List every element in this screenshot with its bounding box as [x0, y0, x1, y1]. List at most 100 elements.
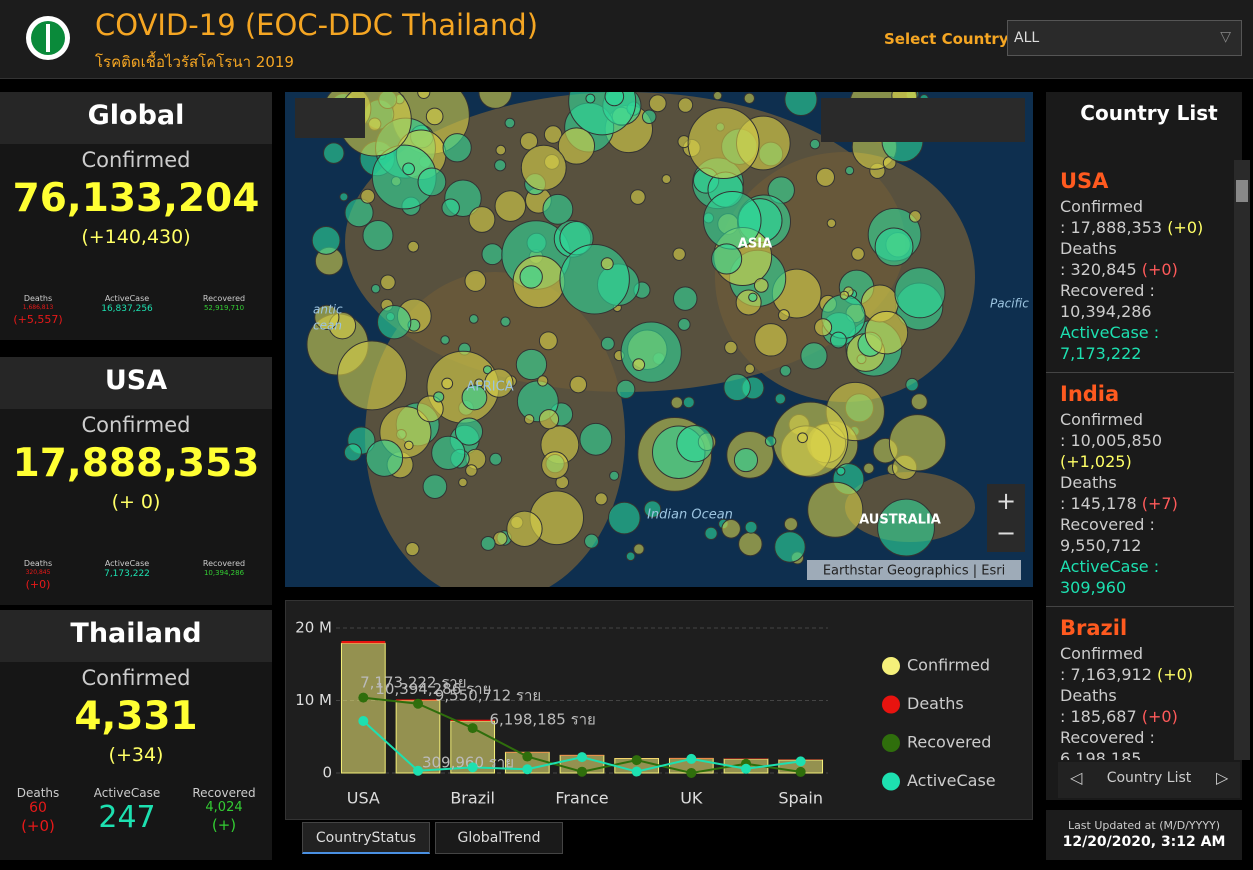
- entry-line: Deaths: [1060, 685, 1224, 706]
- stat-label: Recovered: [192, 786, 256, 800]
- case-bubble: [454, 417, 484, 446]
- pager-next[interactable]: ▷: [1216, 768, 1229, 787]
- entry-line: : 145,178 (+7): [1060, 493, 1224, 514]
- entry-active: 309,960: [1060, 578, 1127, 597]
- scroll-thumb[interactable]: [1236, 180, 1248, 202]
- case-bubble: [380, 274, 396, 291]
- country-entry[interactable]: USA Confirmed : 17,888,353 (+0) Deaths :…: [1046, 160, 1234, 373]
- summary-title-bar: [0, 92, 272, 144]
- select-label: Select Country: [884, 30, 1009, 48]
- entry-line: Confirmed: [1060, 196, 1224, 217]
- case-bubble: [376, 304, 412, 340]
- case-bubble: [541, 451, 569, 480]
- confirmed-change: (+34): [108, 744, 164, 766]
- case-bubble: [559, 244, 630, 315]
- case-bubble: [537, 375, 549, 387]
- case-bubble: [370, 283, 381, 294]
- attribution: Earthstar Geographics | Esri: [823, 564, 1005, 579]
- entry-deaths-change: (+0): [1141, 260, 1178, 279]
- legend-swatch: [882, 772, 900, 791]
- stat-value: 60: [29, 800, 47, 816]
- case-bubble: [360, 188, 376, 204]
- case-bubble: [723, 373, 751, 402]
- map[interactable]: ASIA AFRICA Indian Ocean AUSTRALIA Pacific O…: [285, 92, 1033, 587]
- case-bubble: [677, 97, 694, 113]
- select-value: ALL: [1014, 30, 1040, 46]
- case-bubble: [585, 93, 596, 104]
- point: [413, 765, 423, 776]
- tab[interactable]: CountryStatus: [302, 822, 430, 854]
- case-bubble: [753, 278, 769, 293]
- scrollbar[interactable]: [1234, 160, 1250, 760]
- entry-recovered: 6,198,185: [1060, 749, 1142, 760]
- case-bubble: [632, 358, 646, 372]
- case-bubble: [557, 127, 596, 165]
- case-bubble: [670, 396, 684, 409]
- dropdown-arrow: ▽: [1220, 29, 1231, 45]
- case-bubble: [495, 144, 507, 156]
- stat-label: ActiveCase: [104, 294, 150, 303]
- summary-body: [0, 144, 272, 340]
- case-bubble: [672, 247, 686, 261]
- pager-prev[interactable]: ◁: [1070, 768, 1083, 787]
- data-label: 309,960 ราย: [422, 753, 514, 771]
- entry-deaths-label: Deaths: [1060, 686, 1117, 705]
- data-label: 7,173,222 ราย: [360, 673, 466, 691]
- entry-line: USA: [1060, 166, 1224, 196]
- entry-line: Recovered :: [1060, 514, 1224, 535]
- case-bubble: [365, 439, 404, 477]
- stat-change: (+5,557): [13, 313, 63, 326]
- entry-recovered-label: Recovered :: [1060, 728, 1155, 747]
- entry-recovered: 10,394,286: [1060, 302, 1152, 321]
- summary-body: [0, 662, 272, 860]
- case-bubble: [344, 198, 374, 228]
- entry-active-label: ActiveCase :: [1060, 323, 1160, 342]
- stat-value: 320,845: [25, 569, 51, 576]
- case-bubble: [616, 379, 636, 399]
- case-bubble: [724, 340, 738, 355]
- confirmed-change: (+ 0): [111, 491, 161, 513]
- stat-value: 7,173,222: [104, 569, 150, 579]
- case-bubble: [433, 391, 445, 403]
- case-bubble: [484, 368, 514, 398]
- tab[interactable]: GlobalTrend: [435, 822, 563, 854]
- case-bubble: [579, 422, 613, 456]
- point: [413, 698, 423, 709]
- case-bubble: [343, 443, 362, 462]
- case-bubble: [519, 132, 539, 151]
- map-label: AUSTRALIA: [859, 513, 941, 528]
- case-bubble: [905, 377, 919, 392]
- case-bubble: [779, 365, 792, 377]
- x-tick-label: Spain: [778, 789, 823, 808]
- case-bubble: [468, 206, 496, 233]
- case-bubble: [600, 336, 615, 351]
- country-entry[interactable]: India Confirmed : 10,005,850 (+1,025) De…: [1046, 373, 1234, 607]
- case-bubble: [910, 393, 928, 411]
- point: [467, 762, 478, 773]
- case-bubble: [569, 375, 588, 394]
- case-bubble: [704, 526, 718, 541]
- case-bubble: [520, 144, 567, 191]
- case-bubble: [500, 316, 511, 327]
- case-bubble: [407, 240, 420, 253]
- pager[interactable]: [1058, 762, 1240, 798]
- point: [522, 751, 533, 762]
- case-bubble: [441, 377, 454, 390]
- country-select[interactable]: ALL ▽: [1007, 20, 1242, 56]
- case-bubble: [874, 227, 914, 267]
- map-label: Pacific Ocea: [990, 297, 1033, 311]
- case-bubble: [851, 247, 865, 261]
- stat-value: 16,837,256: [101, 304, 153, 314]
- case-bubble: [314, 304, 340, 330]
- bar: [395, 699, 441, 774]
- stat-value: 4,024: [205, 800, 243, 815]
- entry-line: 10,394,286: [1060, 301, 1224, 322]
- entry-line: 7,173,222: [1060, 343, 1224, 364]
- summary-title: Global: [87, 100, 185, 131]
- map-label: Indian Ocean: [647, 508, 733, 523]
- point: [741, 763, 751, 774]
- country-entry[interactable]: Brazil Confirmed : 7,163,912 (+0) Deaths…: [1046, 607, 1234, 760]
- case-bubble: [836, 466, 846, 476]
- case-bubble: [609, 470, 620, 481]
